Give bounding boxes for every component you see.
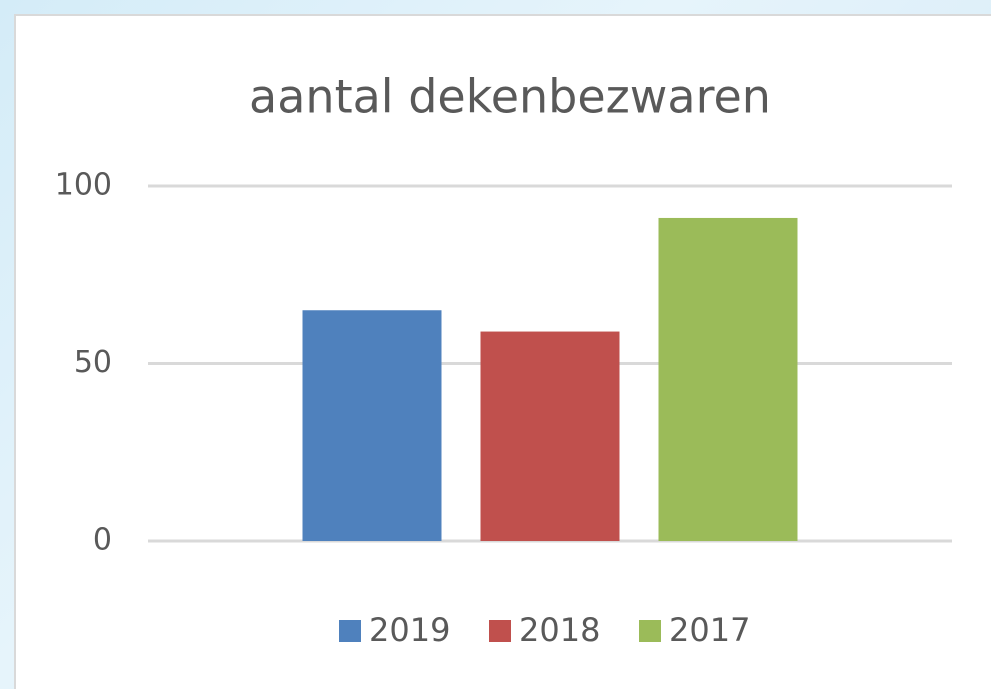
chart-title: aantal dekenbezwaren (249, 70, 771, 124)
bar (480, 331, 620, 541)
y-tick-label: 0 (93, 523, 112, 558)
legend-swatch (339, 620, 361, 642)
y-tick-label: 50 (74, 345, 112, 380)
legend-swatch (489, 620, 511, 642)
legend-label: 2019 (369, 611, 450, 649)
legend-label: 2017 (669, 611, 750, 649)
legend-swatch (639, 620, 661, 642)
bar (302, 310, 442, 541)
bar (658, 217, 798, 541)
legend-label: 2018 (519, 611, 600, 649)
y-tick-label: 100 (55, 168, 112, 203)
